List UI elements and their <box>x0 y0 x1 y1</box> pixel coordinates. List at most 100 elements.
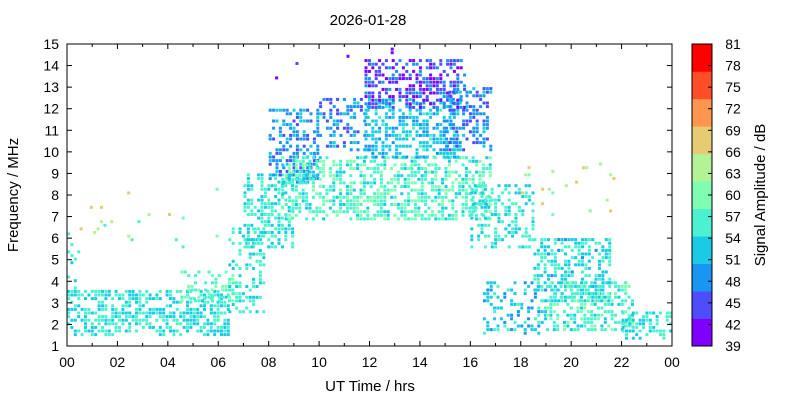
heatmap-cell <box>374 105 378 109</box>
heatmap-cell <box>496 295 500 299</box>
heatmap-cell <box>96 227 100 231</box>
heatmap-cell <box>339 159 343 163</box>
heatmap-cell <box>560 299 564 303</box>
heatmap-cell <box>408 91 412 95</box>
heatmap-cell <box>367 59 371 63</box>
heatmap-cell <box>614 328 617 332</box>
heatmap-cell <box>475 213 479 217</box>
heatmap-cell <box>391 73 395 77</box>
heatmap-cell <box>260 220 264 224</box>
heatmap-cell <box>141 293 145 297</box>
heatmap-cell <box>374 77 378 81</box>
heatmap-cell <box>405 123 409 127</box>
heatmap-cell <box>258 277 262 281</box>
heatmap-cell <box>295 115 299 119</box>
heatmap-cell <box>463 105 467 109</box>
heatmap-cell <box>435 98 439 102</box>
heatmap-cell <box>245 241 249 245</box>
heatmap-cell <box>424 167 428 170</box>
heatmap-cell <box>598 259 601 263</box>
heatmap-cell <box>418 133 422 137</box>
heatmap-cell <box>366 210 370 214</box>
heatmap-cell <box>546 306 549 310</box>
heatmap-cell <box>624 299 628 303</box>
heatmap-cell <box>552 310 556 314</box>
heatmap-cell <box>581 259 584 263</box>
heatmap-cell <box>527 306 531 310</box>
heatmap-cell <box>553 266 557 270</box>
heatmap-cell <box>471 181 475 185</box>
heatmap-cell <box>422 91 426 95</box>
heatmap-cell <box>260 234 264 238</box>
heatmap-cell <box>486 324 490 328</box>
heatmap-cell <box>367 102 371 106</box>
heatmap-cell <box>158 329 162 333</box>
heatmap-cell <box>118 311 121 315</box>
x-tick-label: 22 <box>614 354 630 370</box>
heatmap-cell <box>439 91 443 95</box>
heatmap-cell <box>262 256 266 260</box>
heatmap-cell <box>107 293 111 297</box>
colorbar-tick-label: 51 <box>725 252 741 268</box>
heatmap-cell <box>617 302 621 306</box>
heatmap-cell <box>252 241 256 245</box>
heatmap-cell <box>415 123 419 127</box>
heatmap-cell <box>243 223 247 227</box>
heatmap-cell <box>456 112 460 116</box>
heatmap-cell <box>531 227 535 231</box>
heatmap-cell <box>294 195 298 199</box>
heatmap-cell <box>359 163 363 167</box>
heatmap-cell <box>328 185 332 188</box>
heatmap-cell <box>322 185 326 188</box>
heatmap-cell <box>598 295 601 299</box>
heatmap-cell <box>213 289 217 293</box>
heatmap-cell <box>138 318 142 322</box>
heatmap-cell <box>278 173 282 177</box>
heatmap-cell <box>434 213 438 217</box>
heatmap-cell <box>374 108 378 112</box>
heatmap-cell <box>553 263 557 267</box>
heatmap-cell <box>332 163 336 167</box>
heatmap-cell <box>77 304 81 308</box>
heatmap-cell <box>362 159 366 163</box>
heatmap-cell <box>472 141 476 145</box>
heatmap-cell <box>359 192 363 196</box>
heatmap-cell <box>563 310 566 314</box>
heatmap-cell <box>447 170 451 174</box>
heatmap-cell <box>607 310 611 314</box>
heatmap-cell <box>294 174 298 178</box>
heatmap-cell <box>504 234 508 238</box>
heatmap-cell <box>107 322 111 326</box>
heatmap-cell <box>362 174 366 178</box>
heatmap-cell <box>614 313 617 317</box>
heatmap-cell <box>631 302 634 306</box>
x-axis: 00 02 04 06 08 10 12 14 16 18 20 22 00 <box>59 44 680 370</box>
heatmap-cell <box>544 306 548 310</box>
heatmap-cell <box>593 302 597 306</box>
heatmap-cell <box>292 159 296 163</box>
heatmap-cell <box>371 62 375 66</box>
heatmap-cell <box>564 288 567 292</box>
heatmap-cell <box>583 313 587 317</box>
heatmap-cell <box>395 155 399 159</box>
heatmap-cell <box>70 318 74 322</box>
heatmap-cell <box>621 325 625 329</box>
heatmap-cell <box>488 203 492 206</box>
heatmap-cell <box>434 163 438 167</box>
heatmap-cell <box>118 315 121 319</box>
heatmap-cell <box>336 126 340 130</box>
heatmap-cell <box>374 148 378 152</box>
heatmap-cell <box>494 213 498 216</box>
heatmap-cell <box>560 248 564 252</box>
heatmap-cell <box>349 217 353 221</box>
chart-title: 2026-01-28 <box>330 12 407 29</box>
heatmap-cell <box>311 195 315 199</box>
heatmap-cell <box>569 284 573 288</box>
heatmap-cell <box>186 293 189 297</box>
heatmap-cell <box>398 137 402 141</box>
heatmap-cell <box>329 101 333 105</box>
heatmap-cell <box>80 318 84 322</box>
heatmap-cell <box>556 288 560 292</box>
heatmap-cell <box>456 73 460 77</box>
heatmap-cell <box>322 195 326 199</box>
